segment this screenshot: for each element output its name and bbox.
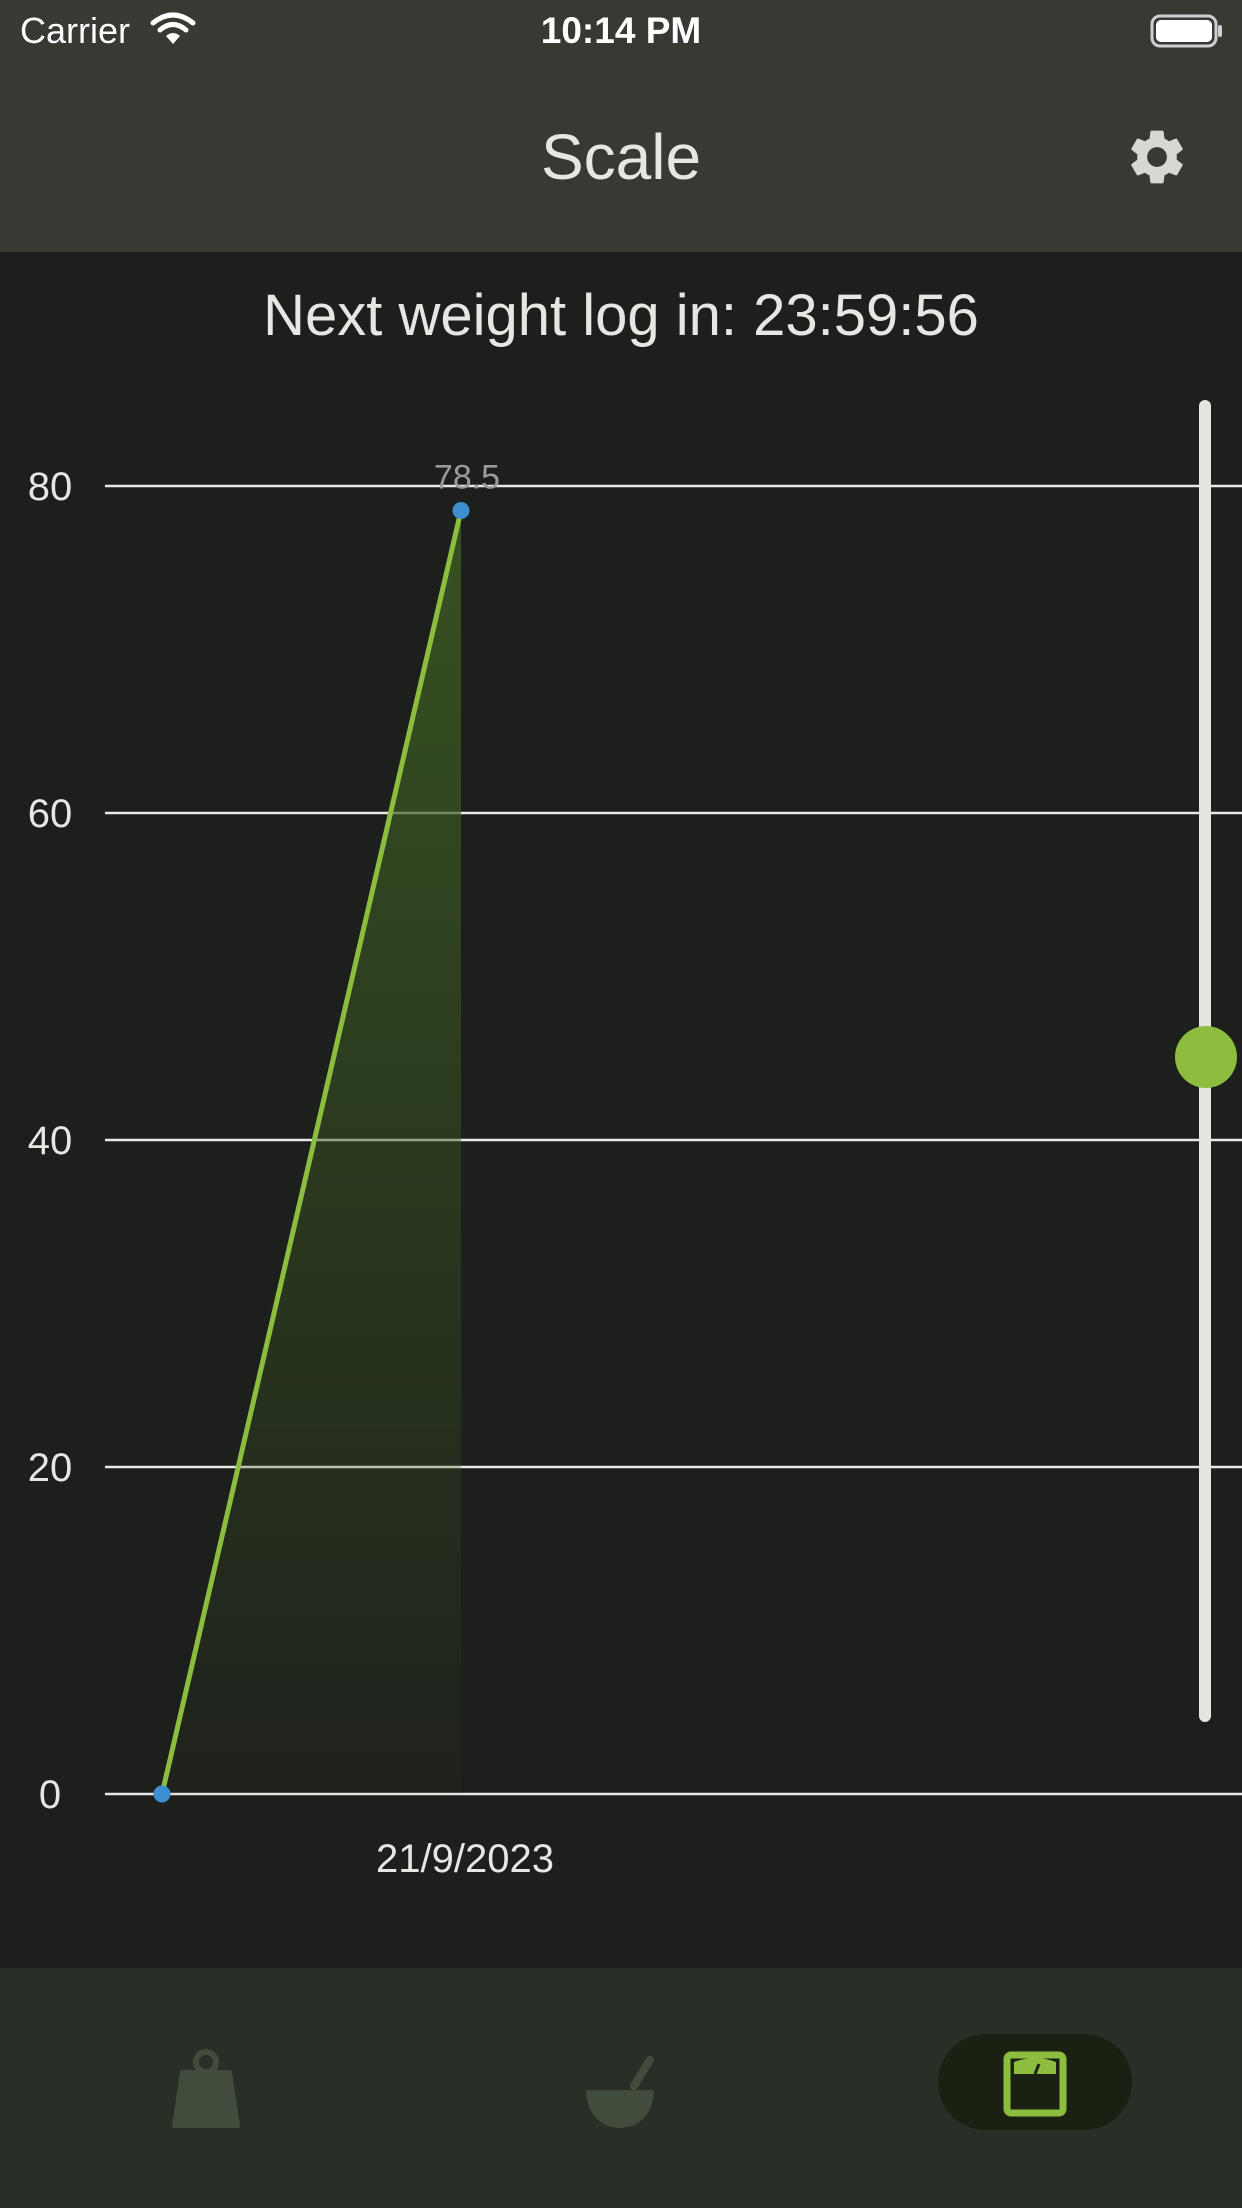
- data-point: [153, 1785, 171, 1803]
- data-point: [452, 502, 470, 520]
- mortar-bowl-icon: [586, 2056, 654, 2128]
- page-title: Scale: [540, 121, 702, 193]
- y-tick-label: 60: [28, 792, 73, 836]
- tab-scale[interactable]: [938, 2034, 1132, 2130]
- data-label: 78.5: [434, 459, 500, 497]
- status-time: 10:14 PM: [540, 10, 702, 51]
- series-line: [159, 509, 464, 1795]
- status-bar: Carrier 10:14 PM: [0, 0, 1242, 62]
- zoom-slider-thumb[interactable]: [1175, 1026, 1237, 1088]
- settings-button[interactable]: [1124, 124, 1190, 190]
- wifi-icon: [150, 12, 196, 44]
- y-tick-label: 40: [28, 1119, 73, 1163]
- y-tick-label: 80: [28, 465, 73, 509]
- carrier-label: Carrier: [20, 10, 131, 51]
- scale-icon: [1003, 2051, 1067, 2117]
- series-area-fill: [162, 510, 461, 1794]
- next-log-countdown: Next weight log in: 23:59:56: [263, 283, 979, 348]
- battery-icon: [1150, 14, 1222, 48]
- app-header: Scale: [0, 62, 1242, 252]
- weight-chart: 0 20 40 60 80 78.5 21/9/2023: [28, 459, 1242, 1881]
- weight-icon: [172, 2049, 240, 2128]
- tab-weights[interactable]: [136, 2034, 276, 2134]
- y-tick-label: 20: [28, 1446, 73, 1490]
- x-tick-label: 21/9/2023: [376, 1837, 554, 1881]
- tab-food[interactable]: [550, 2034, 690, 2134]
- tab-bar: [0, 1968, 1242, 2208]
- gear-icon: [1131, 130, 1183, 184]
- y-tick-label: 0: [39, 1773, 61, 1817]
